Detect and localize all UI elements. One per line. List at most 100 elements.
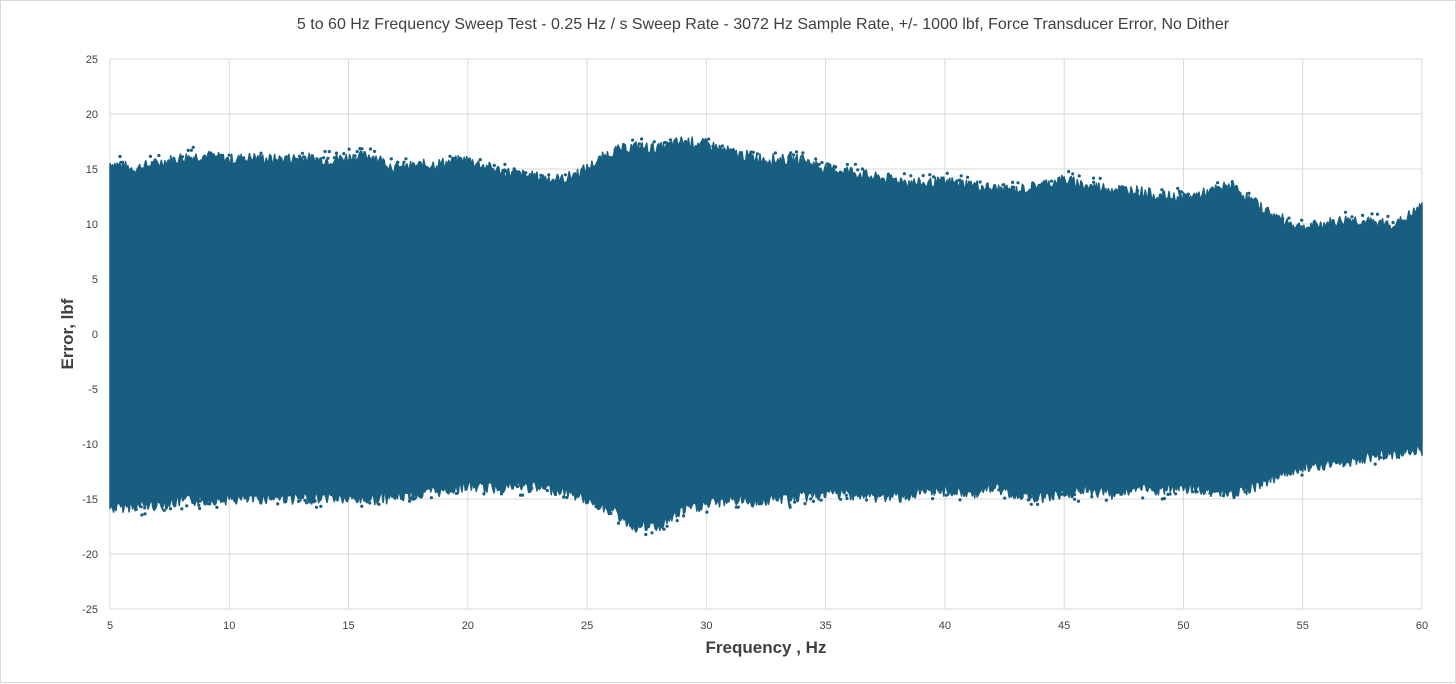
scatter-point: [1003, 496, 1007, 500]
scatter-point: [1077, 174, 1081, 178]
scatter-point: [276, 502, 280, 506]
y-tick-label: -5: [88, 384, 98, 396]
scatter-point: [143, 506, 147, 510]
scatter-point: [545, 488, 549, 493]
scatter-point: [1029, 502, 1033, 506]
scatter-point: [1141, 496, 1145, 500]
scatter-point: [1176, 186, 1180, 190]
scatter-point: [1029, 495, 1033, 499]
scatter-point: [1191, 490, 1195, 494]
scatter-point: [789, 497, 793, 502]
scatter-point: [227, 153, 231, 157]
y-tick-label: -10: [82, 439, 98, 451]
scatter-point: [1199, 490, 1203, 494]
scatter-point: [1104, 498, 1108, 502]
scatter-point: [242, 156, 246, 160]
scatter-point: [803, 502, 807, 506]
scatter-point: [811, 499, 816, 503]
scatter-point: [300, 151, 304, 155]
scatter-point: [1092, 180, 1096, 184]
scatter-point: [864, 498, 869, 502]
scatter-point: [985, 184, 989, 188]
x-axis-tick-labels: 5 10 15 20 25 30 35 40 45 50 55 60: [107, 620, 1428, 632]
scatter-point: [1079, 490, 1083, 494]
scatter-point: [909, 174, 913, 178]
scatter-point: [945, 171, 949, 175]
scatter-point: [306, 497, 310, 501]
scatter-point: [297, 154, 302, 158]
scatter-point: [215, 505, 219, 509]
scatter-point: [515, 484, 520, 489]
scatter-point: [1001, 183, 1005, 187]
scatter-point: [203, 502, 207, 506]
scatter-point: [650, 531, 654, 535]
scatter-point: [563, 173, 567, 177]
scatter-point: [221, 499, 225, 503]
scatter-point: [539, 173, 543, 177]
x-tick-label: 60: [1416, 620, 1428, 632]
scatter-point: [1216, 181, 1220, 185]
scatter-point: [1287, 216, 1291, 220]
scatter-point: [562, 495, 566, 499]
scatter-point: [1221, 494, 1225, 498]
scatter-point: [572, 172, 576, 176]
scatter-point: [1073, 497, 1077, 501]
y-tick-label: 15: [86, 164, 98, 176]
scatter-point: [452, 156, 456, 160]
y-axis-title: Error, lbf: [58, 298, 77, 369]
scatter-point: [820, 160, 824, 165]
scatter-point: [248, 156, 252, 160]
scatter-point: [755, 152, 760, 156]
scatter-point: [1067, 170, 1071, 174]
scatter-point: [1091, 176, 1096, 180]
scatter-point: [966, 175, 970, 179]
scatter-point: [368, 147, 373, 151]
scatter-point: [825, 162, 830, 166]
scatter-point: [327, 150, 331, 154]
scatter-point: [160, 503, 164, 507]
y-tick-label: -15: [82, 494, 98, 506]
scatter-point: [711, 144, 715, 148]
x-tick-label: 40: [939, 620, 951, 632]
x-tick-label: 10: [223, 620, 235, 632]
scatter-point: [180, 155, 185, 159]
scatter-point: [675, 519, 679, 523]
scatter-point: [1185, 193, 1189, 197]
scatter-point: [1011, 180, 1015, 184]
scatter-point: [565, 495, 569, 500]
scatter-point: [530, 172, 534, 176]
scatter-point: [1373, 462, 1377, 466]
scatter-point: [482, 492, 486, 496]
scatter-band: [109, 136, 1423, 533]
x-tick-label: 50: [1177, 620, 1189, 632]
scatter-point: [902, 172, 907, 176]
scatter-point: [997, 488, 1001, 492]
scatter-point: [521, 493, 525, 497]
scatter-point: [396, 160, 400, 164]
scatter-point: [189, 148, 193, 152]
scatter-point: [845, 162, 850, 167]
scatter-point: [928, 173, 932, 177]
x-tick-label: 25: [581, 620, 593, 632]
scatter-point: [547, 173, 551, 177]
scatter-point: [334, 151, 339, 155]
scatter-point: [959, 174, 963, 178]
scatter-point: [1374, 454, 1378, 458]
scatter-point: [1378, 455, 1382, 460]
y-tick-label: -20: [82, 549, 98, 561]
scatter-point: [662, 527, 666, 531]
scatter-point: [1234, 185, 1238, 190]
scatter-point: [616, 521, 621, 525]
scatter-point: [342, 152, 346, 156]
scatter-point: [705, 510, 709, 514]
scatter-point: [839, 497, 843, 501]
scatter-point: [1168, 492, 1172, 496]
scatter-point: [219, 153, 223, 157]
scatter-point: [1243, 490, 1247, 494]
scatter-point: [792, 153, 796, 157]
scatter-point: [458, 156, 462, 160]
scatter-point: [1391, 220, 1395, 225]
scatter-point: [1016, 181, 1020, 185]
scatter-point: [787, 155, 791, 159]
